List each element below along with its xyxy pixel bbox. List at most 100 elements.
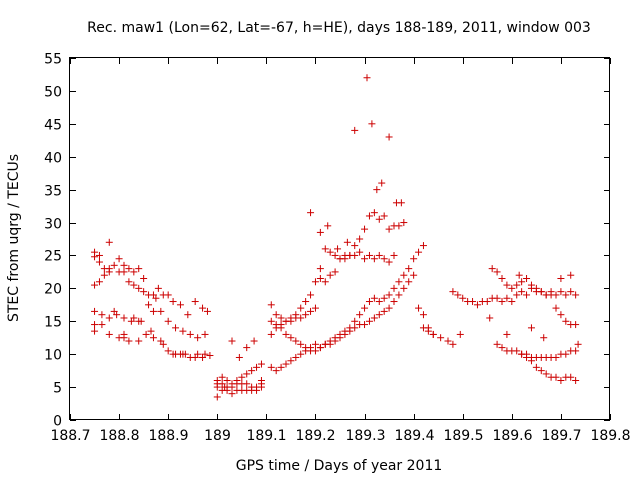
data-point — [235, 353, 243, 361]
data-point — [542, 370, 550, 378]
data-point — [532, 363, 540, 371]
data-point — [361, 304, 369, 312]
data-point — [130, 314, 138, 322]
data-point — [390, 251, 398, 259]
data-point — [277, 321, 285, 329]
data-point — [365, 317, 373, 325]
data-point — [218, 373, 226, 381]
data-point — [297, 340, 305, 348]
data-point — [503, 330, 511, 338]
data-point — [130, 281, 138, 289]
data-point — [98, 311, 106, 319]
data-point — [552, 353, 560, 361]
data-point — [186, 330, 194, 338]
data-point — [282, 317, 290, 325]
data-point — [105, 314, 113, 322]
data-point — [105, 265, 113, 273]
data-point — [454, 291, 462, 299]
data-point — [243, 344, 251, 352]
data-point — [361, 225, 369, 233]
data-point — [324, 222, 332, 230]
data-point — [201, 330, 209, 338]
data-point — [361, 321, 369, 329]
data-point — [253, 363, 261, 371]
data-point — [493, 294, 501, 302]
data-point — [331, 268, 339, 276]
data-point — [140, 288, 148, 296]
data-point — [356, 235, 364, 243]
x-tick-label: 189.8 — [590, 428, 630, 444]
data-point — [311, 340, 319, 348]
data-point — [297, 314, 305, 322]
data-point — [100, 271, 108, 279]
data-point — [267, 317, 275, 325]
data-point — [405, 265, 413, 273]
data-point — [223, 377, 231, 385]
data-point — [473, 301, 481, 309]
data-point — [380, 294, 388, 302]
data-point — [297, 304, 305, 312]
data-point — [140, 274, 148, 282]
y-tick-label: 10 — [44, 348, 62, 364]
x-tick-label: 188.9 — [148, 428, 188, 444]
data-point — [356, 248, 364, 256]
x-tick-label: 189.5 — [443, 428, 483, 444]
data-point — [503, 281, 511, 289]
y-tick-label: 30 — [44, 217, 62, 233]
data-point — [380, 212, 388, 220]
data-point — [552, 373, 560, 381]
data-point — [272, 367, 280, 375]
data-point — [199, 304, 207, 312]
data-point — [419, 311, 427, 319]
data-point — [537, 367, 545, 375]
data-point — [572, 321, 580, 329]
data-point — [567, 373, 575, 381]
data-point — [341, 255, 349, 263]
data-point — [120, 268, 128, 276]
data-point — [557, 274, 565, 282]
data-point — [91, 327, 99, 335]
data-point — [154, 284, 162, 292]
data-point — [513, 281, 521, 289]
data-point — [415, 304, 423, 312]
data-point — [572, 377, 580, 385]
y-tick-label: 20 — [44, 282, 62, 298]
data-point — [267, 330, 275, 338]
data-point — [307, 291, 315, 299]
data-point — [375, 251, 383, 259]
data-point — [316, 265, 324, 273]
data-point — [540, 334, 548, 342]
data-point — [110, 307, 118, 315]
data-point — [292, 311, 300, 319]
x-tick-label: 188.7 — [50, 428, 90, 444]
data-point — [498, 298, 506, 306]
data-point — [385, 291, 393, 299]
y-tick-label: 5 — [53, 381, 62, 397]
data-point — [459, 294, 467, 302]
data-point — [250, 337, 258, 345]
data-point — [125, 278, 133, 286]
data-point — [233, 377, 241, 385]
data-point — [370, 209, 378, 217]
data-point — [562, 350, 570, 358]
data-point — [191, 353, 199, 361]
data-point — [370, 255, 378, 263]
data-point — [400, 271, 408, 279]
data-point — [390, 284, 398, 292]
data-point — [110, 261, 118, 269]
data-point — [297, 350, 305, 358]
data-point — [410, 271, 418, 279]
data-point — [346, 327, 354, 335]
data-point — [542, 291, 550, 299]
data-point — [351, 251, 359, 259]
data-point — [95, 251, 103, 259]
data-point — [257, 377, 265, 385]
data-point — [292, 337, 300, 345]
data-point — [98, 321, 106, 329]
data-point — [282, 360, 290, 368]
data-point — [147, 327, 155, 335]
data-point — [287, 334, 295, 342]
data-point — [410, 255, 418, 263]
data-point — [120, 261, 128, 269]
plot-frame — [69, 57, 610, 420]
